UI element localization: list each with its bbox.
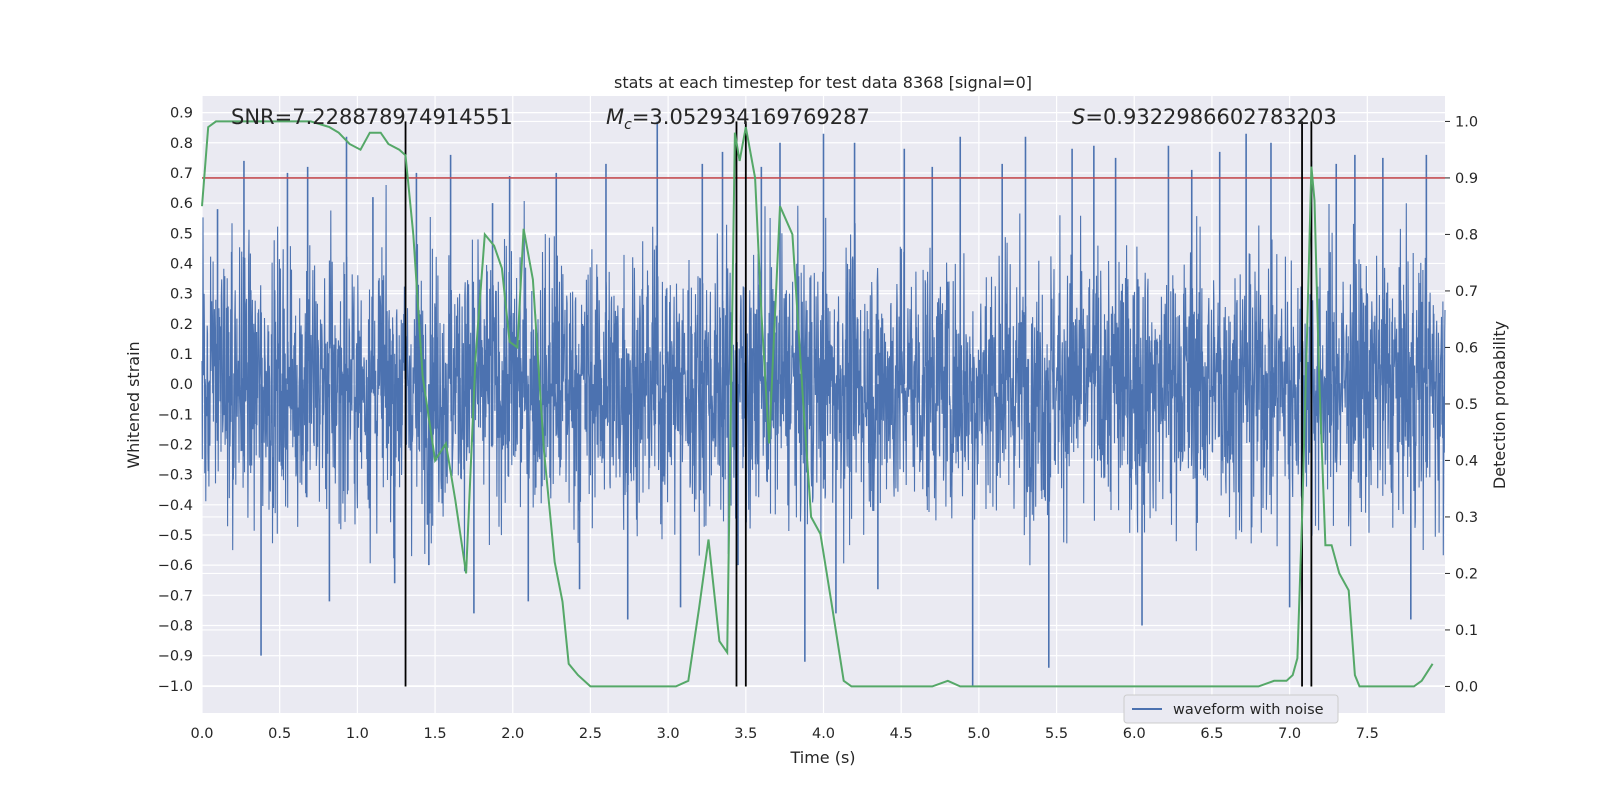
x-tick-label: 3.0: [657, 726, 680, 742]
y-left-tick-label: 0.3: [170, 287, 193, 303]
x-tick-label: 6.0: [1123, 726, 1146, 742]
x-tick-label: 7.5: [1356, 726, 1379, 742]
legend-label: waveform with noise: [1173, 702, 1324, 718]
y-left-tick-label: −0.2: [158, 437, 193, 453]
x-axis-label: Time (s): [789, 748, 855, 767]
y-left-tick-label: −0.6: [158, 558, 193, 574]
y-left-tick-label: 0.4: [170, 256, 193, 272]
y-right-tick-label: 0.0: [1455, 679, 1478, 695]
y-left-tick-label: −0.7: [158, 588, 193, 604]
y-left-tick-label: 0.7: [170, 166, 193, 182]
x-tick-label: 0.0: [190, 726, 213, 742]
y-right-tick-label: 0.4: [1455, 453, 1478, 469]
legend: waveform with noise: [1123, 694, 1339, 724]
y-left-tick-label: 0.9: [170, 106, 193, 122]
snr-annotation: SNR=7.228878974914551: [231, 105, 513, 129]
chart-title: stats at each timestep for test data 836…: [614, 73, 1032, 92]
y-left-tick-label: −0.8: [158, 619, 193, 635]
waveform-series: [201, 121, 1446, 686]
y-left-tick-label: 0.8: [170, 136, 193, 152]
y-left-tick-label: 0.1: [170, 347, 193, 363]
y-left-tick-label: −0.9: [158, 649, 193, 665]
y-left-tick-label: −0.5: [158, 528, 193, 544]
y-left-tick-label: 0.2: [170, 317, 193, 333]
x-tick-label: 0.5: [268, 726, 291, 742]
y-left-tick-label: −0.4: [158, 498, 193, 514]
x-tick-label: 6.5: [1200, 726, 1223, 742]
chirp-mass-annotation: Mc=3.052934169769287: [606, 105, 870, 133]
x-tick-label: 2.0: [501, 726, 524, 742]
y-right-tick-label: 0.3: [1455, 510, 1478, 526]
legend-box: [1123, 694, 1339, 724]
axes: 0.0 0.5 1.0 1.5 2.0 2.5 3.0 3.5 4.0 4.5 5.0 5.5 6.0 6…: [158, 106, 1478, 742]
x-tick-label: 3.5: [734, 726, 757, 742]
s-annotation: S=0.9322986602783203: [1072, 105, 1337, 129]
x-tick-label: 7.0: [1278, 726, 1301, 742]
y-right-tick-label: 0.6: [1455, 340, 1478, 356]
y-left-tick-label: −1.0: [158, 679, 193, 695]
y-left-tick-label: 0.0: [170, 377, 193, 393]
x-tick-label: 2.5: [579, 726, 602, 742]
y-right-tick-label: 1.0: [1455, 114, 1478, 130]
x-tick-label: 1.0: [346, 726, 369, 742]
x-tick-label: 4.5: [890, 726, 913, 742]
y-right-tick-label: 0.1: [1455, 623, 1478, 639]
y-axis-right-label: Detection probability: [1490, 321, 1509, 489]
x-tick-label: 1.5: [424, 726, 447, 742]
x-tick-label: 5.5: [1045, 726, 1068, 742]
y-right-tick-label: 0.5: [1455, 397, 1478, 413]
y-right-tick-label: 0.2: [1455, 566, 1478, 582]
probability-series: [201, 120, 1434, 688]
y-left-tick-label: 0.6: [170, 196, 193, 212]
x-tick-label: 4.0: [812, 726, 835, 742]
marker-lines: [404, 121, 1313, 687]
x-tick-label: 5.0: [967, 726, 990, 742]
probability-line: [201, 120, 1434, 688]
y-right-tick-label: 0.9: [1455, 171, 1478, 187]
y-left-tick-label: −0.3: [158, 468, 193, 484]
y-right-tick-label: 0.8: [1455, 227, 1478, 243]
y-right-tick-label: 0.7: [1455, 284, 1478, 300]
y-left-tick-label: −0.1: [158, 407, 193, 423]
y-axis-left-label: Whitened strain: [124, 341, 143, 468]
y-left-tick-label: 0.5: [170, 226, 193, 242]
waveform-line: [201, 184, 1446, 572]
